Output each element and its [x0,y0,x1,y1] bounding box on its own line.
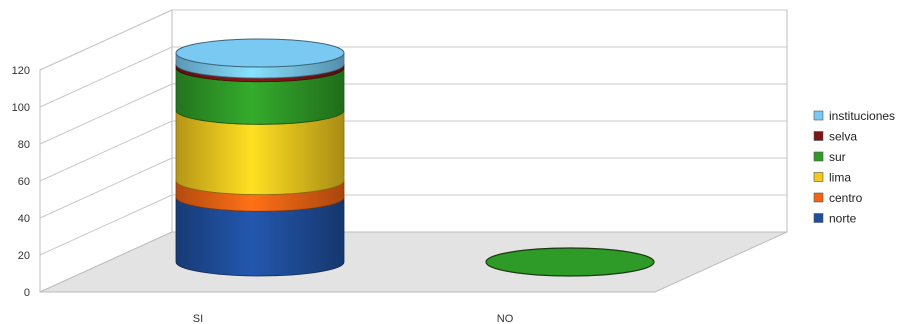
y-tick-label: 60 [18,176,30,188]
y-tick-label: 20 [18,250,30,262]
gridline-side [39,9,173,71]
legend: instituciones selva sur lima centro norte [813,109,895,226]
y-axis-ticks: 0 20 40 60 80 100 120 [12,65,30,299]
bar-top-cap-SI [175,38,345,68]
legend-swatch-norte [813,213,824,223]
floor [39,231,788,293]
gridline-side [39,46,173,108]
gridline-side [39,194,173,256]
y-tick-label: 80 [18,139,30,151]
gridline-side [39,157,173,219]
bar-NO-sur [485,247,655,277]
legend-label-lima: lima [829,171,851,185]
y-tick-label: 120 [12,65,30,77]
y-tick-label: 0 [24,287,30,299]
y-tick-label: 40 [18,213,30,225]
legend-swatch-lima [813,172,824,182]
gridline-side [39,83,173,145]
x-category-label: NO [497,313,514,324]
legend-label-selva: selva [829,130,857,144]
y-tick-label: 100 [12,102,30,114]
legend-swatch-centro [813,192,824,203]
legend-swatch-instituciones [813,110,824,121]
legend-label-centro: centro [829,191,863,205]
bars [175,38,655,277]
x-category-label: SI [193,313,203,324]
legend-swatch-sur [813,151,824,162]
x-axis-categories: SI NO [193,313,514,324]
legend-label-norte: norte [829,212,857,226]
legend-label-instituciones: instituciones [829,109,895,123]
gridline-side [39,120,173,182]
legend-label-sur: sur [829,150,846,164]
legend-swatch-selva [813,131,824,141]
